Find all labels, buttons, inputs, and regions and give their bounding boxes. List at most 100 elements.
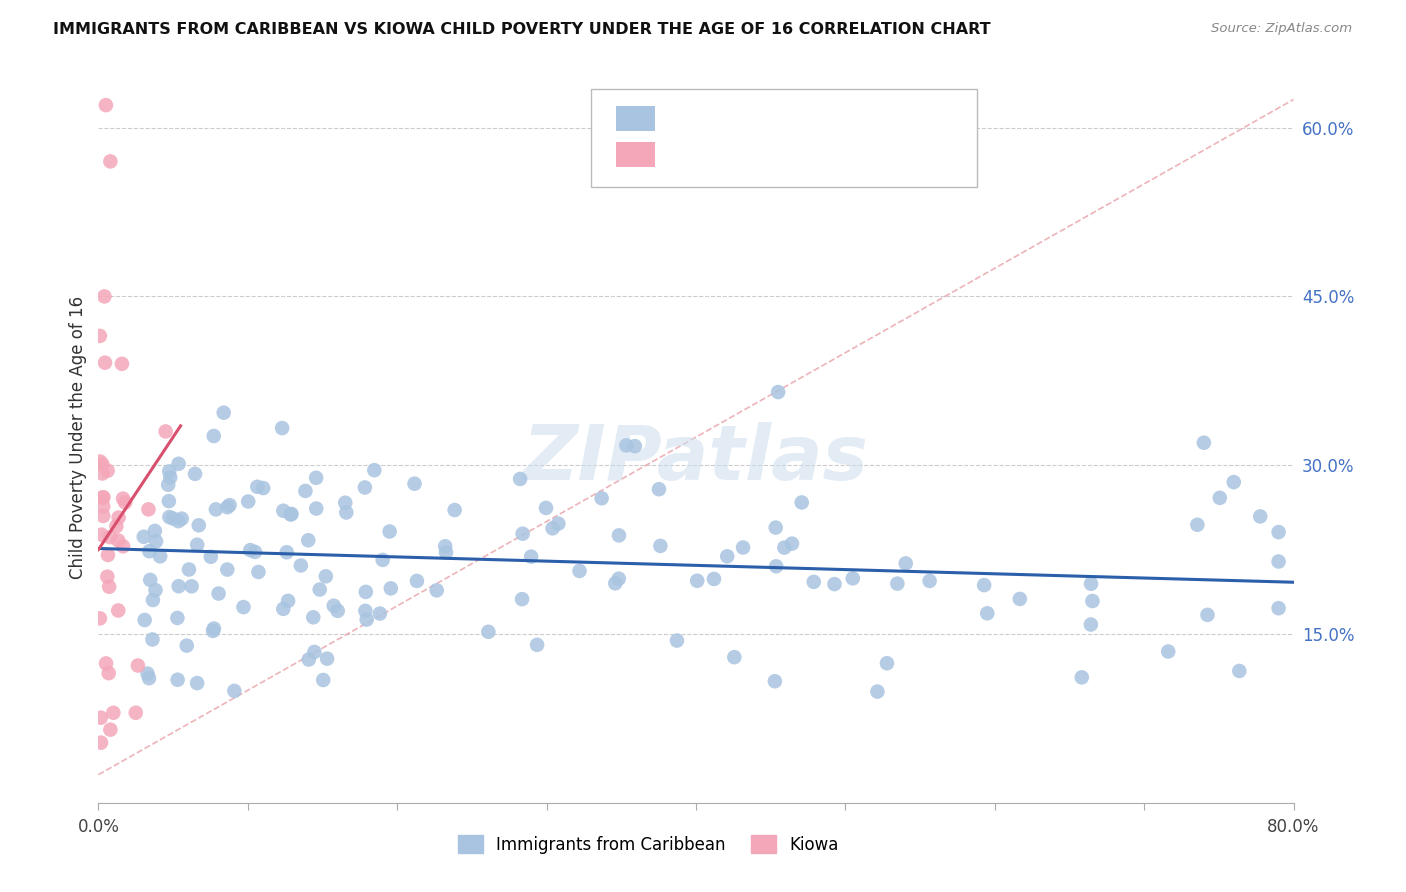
Point: [368, 607, 391, 621]
Point: [434, 545, 457, 559]
Point: [157, 464, 180, 478]
Point: [298, 652, 321, 666]
Point: [107, 603, 129, 617]
Point: [780, 536, 803, 550]
Point: [790, 495, 813, 509]
Point: [426, 583, 449, 598]
Point: [141, 632, 163, 647]
Point: [1070, 670, 1092, 684]
Point: [89, 611, 111, 625]
Point: [766, 385, 789, 400]
Point: [90, 711, 112, 725]
Point: [97, 548, 120, 562]
Point: [91, 500, 114, 514]
Text: Source: ZipAtlas.com: Source: ZipAtlas.com: [1212, 22, 1353, 36]
Point: [145, 534, 167, 549]
Point: [842, 571, 865, 585]
Point: [723, 650, 745, 665]
Point: [520, 549, 543, 564]
Point: [1227, 664, 1250, 678]
Point: [1267, 555, 1289, 569]
Point: [614, 438, 637, 452]
Point: [277, 594, 299, 608]
Point: [98, 723, 122, 737]
Point: [1197, 607, 1219, 622]
Point: [1192, 435, 1215, 450]
Point: [166, 673, 188, 687]
Point: [733, 541, 755, 555]
Point: [91, 457, 114, 471]
Point: [217, 563, 239, 577]
Point: [308, 582, 330, 597]
Point: [297, 533, 319, 548]
Point: [177, 562, 200, 576]
Point: [534, 500, 557, 515]
Point: [326, 604, 349, 618]
Point: [443, 503, 465, 517]
Point: [238, 494, 260, 508]
Point: [167, 457, 190, 471]
Point: [138, 671, 160, 685]
Point: [607, 528, 630, 542]
Point: [138, 544, 160, 558]
Text: IMMIGRANTS FROM CARIBBEAN VS KIOWA CHILD POVERTY UNDER THE AGE OF 16 CORRELATION: IMMIGRANTS FROM CARIBBEAN VS KIOWA CHILD…: [53, 22, 991, 37]
Point: [271, 421, 294, 435]
Point: [541, 521, 564, 535]
Point: [157, 477, 180, 491]
Point: [824, 577, 846, 591]
Point: [90, 736, 112, 750]
Point: [167, 579, 190, 593]
Point: [1080, 617, 1102, 632]
Point: [335, 496, 357, 510]
Point: [763, 674, 786, 689]
Point: [91, 491, 114, 505]
Point: [162, 511, 184, 525]
Point: [803, 574, 825, 589]
Point: [976, 607, 998, 621]
Point: [94, 98, 117, 112]
Point: [186, 676, 208, 690]
Point: [89, 454, 111, 468]
Point: [526, 638, 548, 652]
Point: [918, 574, 941, 588]
Point: [205, 502, 228, 516]
Point: [246, 480, 269, 494]
Point: [90, 527, 112, 541]
Point: [91, 467, 114, 481]
Point: [312, 673, 335, 687]
Point: [273, 504, 295, 518]
Point: [1157, 644, 1180, 658]
Text: R =: R =: [669, 110, 706, 128]
Point: [232, 600, 254, 615]
Point: [93, 491, 115, 505]
Point: [212, 406, 235, 420]
Point: [305, 471, 328, 485]
Point: [107, 533, 129, 548]
Point: [665, 633, 688, 648]
Point: [94, 657, 117, 671]
Point: [105, 519, 128, 533]
Point: [155, 425, 177, 439]
Point: [91, 508, 114, 523]
Point: [1080, 576, 1102, 591]
Point: [290, 558, 312, 573]
Point: [1187, 517, 1209, 532]
Point: [509, 472, 531, 486]
Point: [363, 463, 385, 477]
Point: [280, 507, 302, 521]
Point: [547, 516, 569, 531]
Point: [1223, 475, 1246, 489]
Point: [371, 553, 394, 567]
Point: [127, 658, 149, 673]
Point: [186, 538, 208, 552]
Point: [111, 357, 134, 371]
Point: [98, 580, 121, 594]
Point: [773, 541, 796, 555]
Point: [591, 491, 613, 506]
Point: [605, 576, 627, 591]
Point: [184, 467, 207, 481]
Point: [180, 579, 202, 593]
Point: [354, 585, 377, 599]
Text: 144: 144: [827, 110, 862, 128]
Point: [378, 524, 401, 539]
